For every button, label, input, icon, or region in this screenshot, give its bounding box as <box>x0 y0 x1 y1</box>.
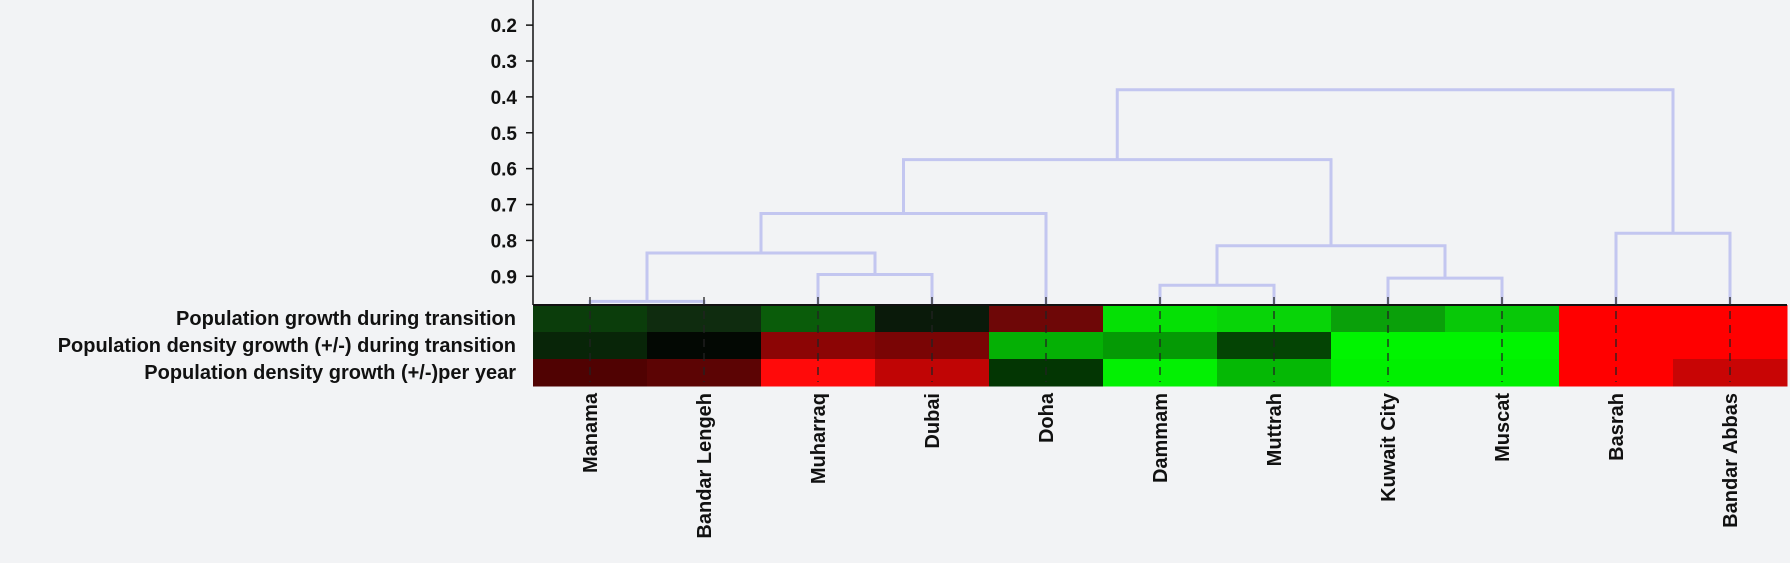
dendrogram-link <box>1614 231 1732 305</box>
row-label-2: Population density growth (+/-) during t… <box>58 335 516 357</box>
column-label-kuwait-city: Kuwait City <box>1378 392 1400 502</box>
column-label-muscat: Muscat <box>1492 393 1514 462</box>
column-label-muttrah: Muttrah <box>1264 393 1286 466</box>
dendrogram-link <box>1158 283 1276 305</box>
column-label-bandar-lengeh: Bandar Lengeh <box>694 393 716 539</box>
heatmap-row-labels: Population growth during transition Popul… <box>58 308 517 384</box>
axis-tick-label: 0.4 <box>491 88 518 109</box>
dendrogram-link <box>759 212 1048 305</box>
axis-tick-label: 0.8 <box>491 231 517 252</box>
axis-tick-label: 0.2 <box>491 16 517 37</box>
row-label-1: Population growth during transition <box>176 308 516 330</box>
row-label-3: Population density growth (+/-)per year <box>144 362 516 384</box>
dendrogram-link <box>645 251 877 302</box>
column-label-dammam: Dammam <box>1150 393 1172 483</box>
column-labels: Manama Bandar Lengeh Muharraq Dubai Doha Damm… <box>580 392 1742 538</box>
axis-tick-label: 0.3 <box>491 52 517 73</box>
column-label-dubai: Dubai <box>922 393 944 449</box>
column-label-doha: Doha <box>1036 392 1058 443</box>
dendrogram-link <box>902 158 1333 246</box>
dendrogram-link <box>1115 88 1675 234</box>
column-guides <box>589 297 1731 382</box>
dendrogram-link <box>816 273 934 305</box>
axis-tick-label: 0.5 <box>491 124 518 145</box>
dendrogram-link <box>1386 276 1504 305</box>
column-label-muharraq: Muharraq <box>808 393 830 484</box>
axis-tick-label: 0.7 <box>491 196 517 217</box>
axis-tick-label: 0.9 <box>491 267 517 288</box>
column-label-basrah: Basrah <box>1606 393 1628 461</box>
axis-tick-label: 0.6 <box>491 160 517 181</box>
column-label-bandar-abbas: Bandar Abbas <box>1720 393 1742 528</box>
column-label-manama: Manama <box>580 392 602 473</box>
dendrogram-axis: 0.2 0.3 0.4 0.5 0.6 0.7 0.8 0.9 <box>491 0 534 305</box>
dendrogram <box>588 88 1732 305</box>
